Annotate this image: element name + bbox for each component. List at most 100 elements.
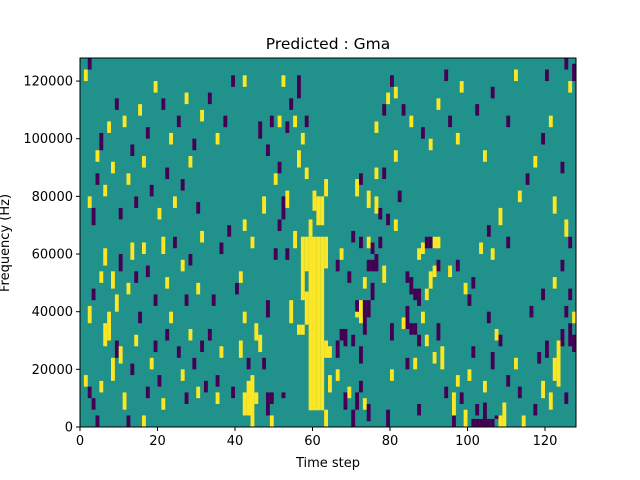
heatmap-cell [467,369,472,381]
heatmap-cell [378,207,383,220]
heatmap-cell [421,242,425,255]
heatmap-cell [409,277,414,295]
heatmap-cell [219,346,224,358]
heatmap-cell [211,294,216,306]
heatmap-cell [483,418,487,427]
heatmap-cell [297,324,301,335]
heatmap-cell [173,236,177,249]
heatmap-cell [161,398,166,410]
heatmap-cell [455,375,460,387]
x-tick-label: 20 [149,434,166,449]
heatmap-cell [359,346,363,364]
heatmap-cell [545,69,549,82]
heatmap-cell [161,98,166,110]
heatmap-cell [165,328,170,341]
heatmap-cell [386,213,391,226]
heatmap-cell [184,392,189,404]
heatmap-cell [103,248,108,266]
heatmap-cell [343,328,348,347]
heatmap-cell [351,334,356,347]
heatmap-cell [444,69,449,82]
heatmap-cell [436,323,441,341]
heatmap-cell [471,418,476,427]
heatmap-cell [525,173,530,185]
heatmap-cell [293,115,298,128]
heatmap-cell [424,334,429,347]
heatmap-cell [440,346,445,370]
heatmap-cell [498,207,503,226]
heatmap-cell [572,334,577,353]
heatmap-cell [281,392,286,399]
x-axis: 0 20 40 60 80 100 120 [76,427,557,449]
heatmap-cell [541,288,546,301]
heatmap-cell [142,415,146,427]
heatmap-cell [266,392,270,416]
heatmap-cell [227,225,232,237]
heatmap-cell [242,75,247,87]
heatmap-cell [405,271,410,283]
heatmap-cell [362,300,367,318]
y-tick-label: 20000 [32,363,73,378]
heatmap-cell [122,392,127,410]
heatmap-cell [417,403,422,416]
heatmap-cell [328,346,332,358]
heatmap-cell [463,282,468,295]
heatmap-cell [483,150,487,162]
heatmap-cell [564,392,569,404]
heatmap-cell [149,357,154,370]
heatmap-cell [479,242,484,255]
heatmap-cell [157,207,162,220]
heatmap-cell [486,418,491,427]
heatmap-cell [521,415,526,427]
heatmap-cell [126,173,131,185]
heatmap-cell [165,167,170,180]
heatmap-cell [502,402,507,416]
heatmap-cell [192,357,197,370]
heatmap-cell [343,392,348,410]
heatmap-cell [552,277,557,289]
heatmap-cell [490,352,495,370]
heatmap-cell [335,369,340,381]
heatmap-cell [91,398,96,410]
heatmap-cell [432,265,437,278]
heatmap-cell [514,69,518,82]
heatmap-cell [145,386,150,399]
heatmap-cell [180,369,185,381]
y-tick-label: 120000 [23,75,73,90]
heatmap-cell [173,196,177,208]
heatmap-cell [219,242,224,255]
heatmap-cell [552,357,557,381]
heatmap-cell [215,392,220,404]
heatmap-cell [145,127,150,139]
heatmap-cell [541,380,546,399]
heatmap-cell [455,259,460,272]
heatmap-cell [448,265,453,278]
heatmap-cell [436,236,441,249]
heatmap-cell [300,324,305,335]
heatmap-cell [417,334,422,347]
heatmap-cell [324,179,329,197]
heatmap-cell [374,254,379,272]
heatmap-cell [134,271,139,283]
heatmap-cell [490,418,495,427]
heatmap-cell [347,271,352,283]
heatmap-cell [506,375,511,387]
heatmap-cell [215,375,220,387]
heatmap-cell [432,236,437,249]
heatmap-cell [448,115,453,128]
heatmap-cell [188,156,193,168]
heatmap-cell [428,236,433,249]
heatmap-cell [308,236,313,411]
heatmap-cell [572,311,577,324]
heatmap-cell [312,236,317,411]
heatmap-cell [366,259,371,272]
y-tick-label: 60000 [32,248,73,263]
heatmap-cell [455,132,460,145]
heatmap-cell [277,219,282,231]
heatmap-cell [254,392,259,404]
heatmap-cell [114,340,119,358]
heatmap-cell [417,248,422,260]
heatmap-cell [111,357,115,381]
heatmap-cell [568,288,573,301]
heatmap-cell [351,409,356,427]
